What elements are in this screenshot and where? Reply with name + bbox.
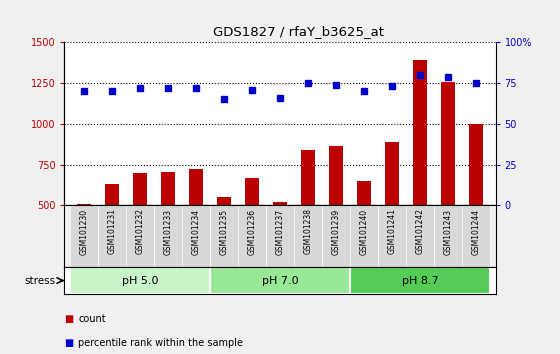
Bar [413,61,427,287]
Text: percentile rank within the sample: percentile rank within the sample [78,338,244,348]
Bar [301,150,315,287]
Bar [434,205,462,267]
Text: GDS1827 / rfaY_b3625_at: GDS1827 / rfaY_b3625_at [213,25,384,38]
Bar [357,181,371,287]
Bar [217,197,231,287]
Text: GSM101234: GSM101234 [192,209,200,255]
Bar [70,267,210,294]
Bar [238,205,266,267]
Text: GSM101230: GSM101230 [80,209,88,255]
Bar [154,205,182,267]
Bar [126,205,154,267]
Bar [182,205,210,267]
Text: pH 5.0: pH 5.0 [122,275,158,286]
Text: GSM101244: GSM101244 [472,209,480,255]
Bar [329,146,343,287]
Text: GSM101243: GSM101243 [444,209,452,255]
Bar [294,205,322,267]
Bar [378,205,406,267]
Bar [322,205,350,267]
Bar [133,173,147,287]
Bar [70,205,98,267]
Text: ■: ■ [64,338,74,348]
Bar [105,184,119,287]
Bar [210,205,238,267]
Bar [441,81,455,287]
Text: GSM101239: GSM101239 [332,209,340,255]
Bar [77,204,91,287]
Bar [462,205,490,267]
Text: GSM101238: GSM101238 [304,209,312,255]
Text: GSM101241: GSM101241 [388,209,396,255]
Text: GSM101235: GSM101235 [220,209,228,255]
Bar [273,202,287,287]
Bar [350,205,378,267]
Bar [350,267,490,294]
Text: GSM101242: GSM101242 [416,209,424,255]
Bar [210,267,350,294]
Text: ■: ■ [64,314,74,324]
Text: GSM101232: GSM101232 [136,209,144,255]
Text: GSM101240: GSM101240 [360,209,368,255]
Text: GSM101231: GSM101231 [108,209,116,255]
Bar [385,142,399,287]
Text: GSM101236: GSM101236 [248,209,256,255]
Text: pH 7.0: pH 7.0 [262,275,298,286]
Text: GSM101237: GSM101237 [276,209,284,255]
Bar [406,205,434,267]
Bar [161,172,175,287]
Text: count: count [78,314,106,324]
Text: pH 8.7: pH 8.7 [402,275,438,286]
Bar [98,205,126,267]
Bar [266,205,294,267]
Bar [189,170,203,287]
Text: stress: stress [25,275,56,286]
Bar [469,124,483,287]
Bar [245,178,259,287]
Text: GSM101233: GSM101233 [164,209,172,255]
